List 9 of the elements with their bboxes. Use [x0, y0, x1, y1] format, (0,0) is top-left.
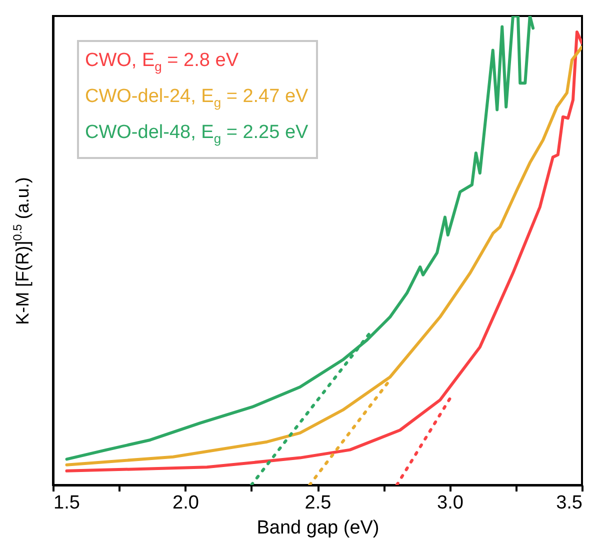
x-tick-label: 2.5	[304, 492, 332, 514]
text: CWO-del-24, E$_{g}$ = 2.47 eV	[85, 84, 308, 112]
x-axis-title: Band gap (eV)	[256, 518, 380, 538]
x-tick-label: 2.0	[172, 492, 199, 514]
text: CWO, E$_{g}$ = 2.8 eV	[85, 49, 240, 76]
x-tick-label: 3.5	[556, 492, 582, 514]
x-tick-label: 3.0	[437, 492, 464, 514]
x-tick-label: 1.5	[54, 492, 80, 514]
text: CWO-del-48, E$_{g}$ = 2.25 eV	[85, 120, 308, 148]
